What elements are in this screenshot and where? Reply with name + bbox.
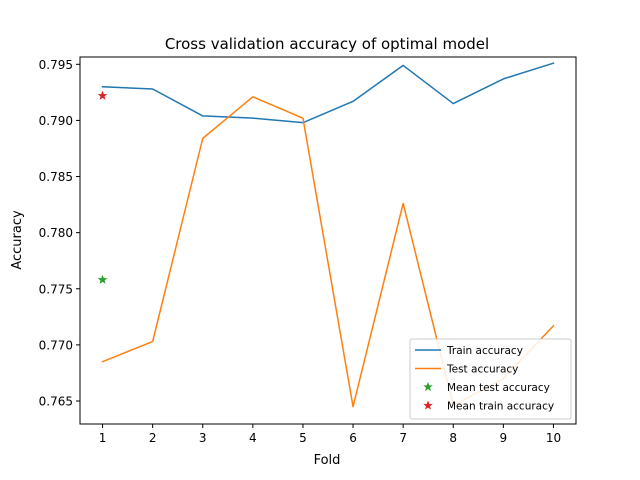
star-marker-3-0 [97, 90, 108, 100]
data-point-1-9 [553, 325, 555, 327]
x-tick-label-5: 6 [349, 431, 357, 445]
legend-label-1: Test accuracy [446, 364, 518, 376]
data-point-0-1 [152, 88, 154, 90]
x-tick-label-1: 2 [149, 431, 157, 445]
star-marker-2-0 [97, 274, 108, 284]
legend-label-0: Train accuracy [446, 345, 523, 357]
x-ticks: 1 2 3 4 5 6 7 8 9 10 [99, 424, 561, 445]
data-point-1-4 [302, 117, 304, 119]
data-point-0-0 [102, 86, 104, 88]
data-point-0-3 [252, 117, 254, 119]
x-tick-label-7: 8 [449, 431, 457, 445]
plot-frame [79, 56, 577, 425]
x-tick-label-4: 5 [299, 431, 307, 445]
data-point-0-7 [452, 103, 454, 105]
x-tick-label-3: 4 [249, 431, 257, 445]
y-tick-label-6: 0.795 [39, 58, 73, 72]
data-point-1-0 [102, 361, 104, 363]
x-tick-label-2: 3 [199, 431, 207, 445]
data-point-0-6 [402, 65, 404, 67]
data-point-1-3 [252, 96, 254, 98]
x-tick-label-9: 10 [546, 431, 561, 445]
y-ticks: 0.765 0.770 0.775 0.780 0.785 0.790 0.795 [39, 58, 80, 408]
y-tick-label-3: 0.780 [39, 226, 73, 240]
x-tick-label-8: 9 [500, 431, 508, 445]
y-tick-label-1: 0.770 [39, 338, 73, 352]
series-line-0 [101, 62, 555, 124]
y-axis-label: Accuracy [10, 210, 25, 270]
legend-label-2: Mean test accuracy [447, 382, 550, 394]
legend-label-3: Mean train accuracy [447, 401, 554, 413]
legend-swatch-2 [423, 381, 433, 392]
y-tick-label-0: 0.765 [39, 394, 73, 408]
data-point-0-8 [503, 78, 505, 80]
data-point-1-5 [352, 406, 354, 408]
data-point-1-6 [402, 203, 404, 205]
x-tick-label-6: 7 [399, 431, 407, 445]
data-point-0-2 [202, 115, 204, 117]
data-point-0-9 [553, 62, 555, 64]
legend: Train accuracy Test accuracy Mean test acc… [409, 338, 572, 420]
legend-box [409, 338, 572, 420]
data-point-0-5 [352, 101, 354, 103]
data-point-1-2 [202, 138, 204, 140]
y-tick-label-4: 0.785 [39, 170, 73, 184]
y-tick-label-5: 0.790 [39, 114, 73, 128]
x-axis-label: Fold [314, 453, 341, 468]
chart-title: Cross validation accuracy of optimal mod… [165, 35, 489, 53]
legend-swatch-3 [423, 400, 433, 410]
y-tick-label-2: 0.775 [39, 282, 73, 296]
data-point-1-1 [152, 341, 154, 343]
x-tick-label-0: 1 [99, 431, 107, 445]
